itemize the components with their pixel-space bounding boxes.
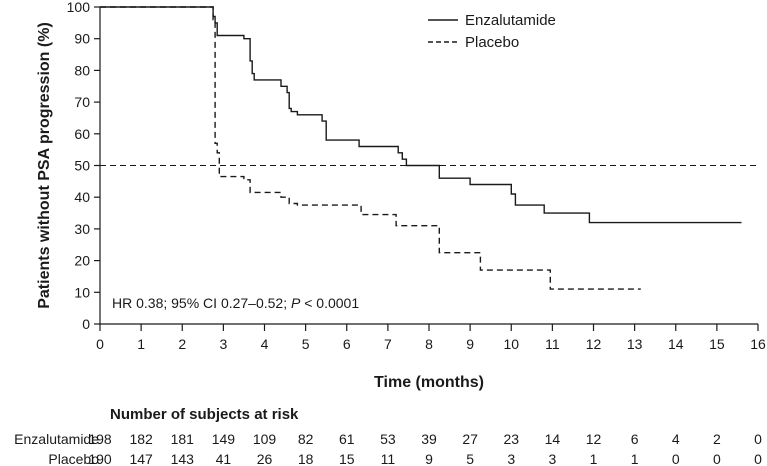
risk-cell: 109	[253, 431, 277, 447]
risk-cell: 23	[503, 431, 519, 447]
x-tick-label: 1	[137, 336, 145, 352]
x-tick-label: 14	[668, 336, 684, 352]
risk-cell: 41	[216, 451, 232, 466]
risk-table: Number of subjects at riskEnzalutamide19…	[14, 406, 762, 466]
x-tick-label: 2	[178, 336, 186, 352]
y-tick-label: 30	[74, 221, 90, 237]
x-tick-label: 15	[709, 336, 725, 352]
risk-cell: 53	[380, 431, 396, 447]
risk-cell: 1	[631, 451, 639, 466]
x-tick-label: 13	[627, 336, 643, 352]
risk-cell: 61	[339, 431, 355, 447]
risk-table-title: Number of subjects at risk	[110, 406, 299, 423]
risk-row-label: Enzalutamide	[14, 431, 99, 447]
risk-cell: 39	[421, 431, 437, 447]
risk-cell: 12	[586, 431, 602, 447]
risk-cell: 147	[129, 451, 153, 466]
risk-cell: 5	[466, 451, 474, 466]
legend-label-enzalutamide: Enzalutamide	[465, 12, 556, 29]
x-tick-label: 5	[302, 336, 310, 352]
y-tick-label: 60	[74, 126, 90, 142]
risk-cell: 0	[754, 431, 762, 447]
risk-cell: 3	[548, 451, 556, 466]
legend-label-placebo: Placebo	[465, 34, 519, 51]
y-tick-label: 70	[74, 94, 90, 110]
y-tick-label: 80	[74, 62, 90, 78]
hazard-ratio-annotation: HR 0.38; 95% CI 0.27–0.52; P < 0.0001	[112, 295, 359, 311]
risk-row-label: Placebo	[48, 451, 99, 466]
risk-cell: 14	[545, 431, 561, 447]
risk-cell: 0	[672, 451, 680, 466]
risk-cell: 181	[171, 431, 195, 447]
plot-area: HR 0.38; 95% CI 0.27–0.52; P < 0.0001	[100, 6, 758, 311]
y-tick-label: 90	[74, 31, 90, 47]
risk-cell: 11	[381, 451, 396, 466]
risk-cell: 190	[88, 451, 112, 466]
risk-cell: 15	[339, 451, 355, 466]
risk-cell: 27	[462, 431, 478, 447]
risk-cell: 4	[672, 431, 680, 447]
risk-cell: 6	[631, 431, 639, 447]
x-tick-label: 0	[96, 336, 104, 352]
y-axis-title: Patients without PSA progression (%)	[36, 22, 53, 309]
risk-cell: 0	[754, 451, 762, 466]
y-tick-label: 100	[67, 0, 91, 15]
x-tick-label: 9	[466, 336, 474, 352]
risk-cell: 0	[713, 451, 721, 466]
y-tick-label: 10	[74, 284, 90, 300]
x-tick-label: 16	[750, 336, 766, 352]
y-tick-label: 20	[74, 253, 90, 269]
risk-cell: 149	[212, 431, 236, 447]
x-tick-label: 8	[425, 336, 433, 352]
x-tick-label: 3	[219, 336, 227, 352]
risk-cell: 1	[590, 451, 598, 466]
x-tick-label: 4	[261, 336, 269, 352]
x-tick-label: 7	[384, 336, 392, 352]
y-tick-label: 0	[82, 316, 90, 332]
risk-cell: 198	[88, 431, 112, 447]
series-line-enzalutamide	[100, 6, 742, 224]
risk-cell: 143	[171, 451, 195, 466]
x-tick-label: 10	[503, 336, 519, 352]
risk-cell: 26	[257, 451, 273, 466]
x-tick-label: 6	[343, 336, 351, 352]
x-axis-title: Time (months)	[374, 374, 484, 391]
risk-cell: 9	[425, 451, 433, 466]
y-tick-label: 50	[74, 158, 90, 174]
y-tick-label: 40	[74, 189, 90, 205]
x-tick-label: 11	[545, 336, 560, 352]
risk-cell: 3	[507, 451, 515, 466]
risk-cell: 82	[298, 431, 314, 447]
risk-cell: 18	[298, 451, 314, 466]
risk-cell: 2	[713, 431, 721, 447]
series-line-placebo	[100, 6, 641, 290]
risk-cell: 182	[129, 431, 153, 447]
legend: Enzalutamide Placebo	[428, 12, 556, 51]
x-tick-label: 12	[586, 336, 602, 352]
